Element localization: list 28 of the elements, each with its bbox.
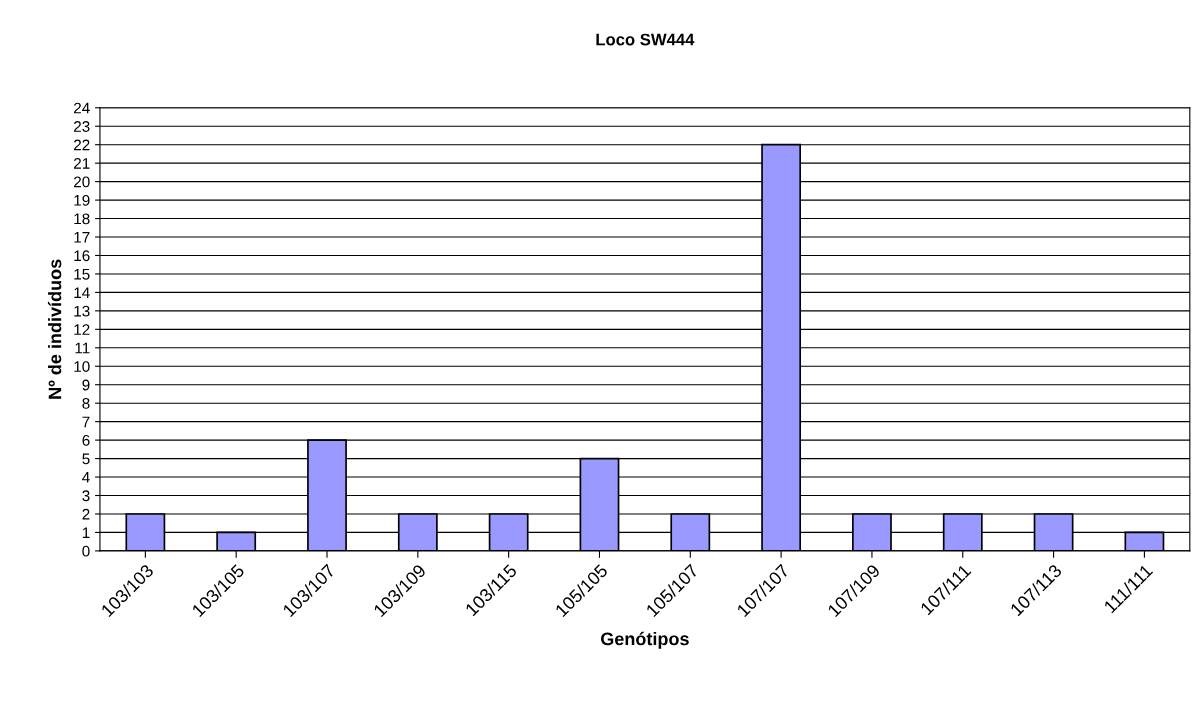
y-tick-label: 23	[74, 121, 90, 132]
y-tick-label: 21	[74, 158, 90, 169]
y-tick-label: 13	[74, 305, 90, 317]
y-tick-label: 6	[82, 434, 90, 446]
y-tick-label: 7	[82, 416, 90, 428]
y-tick-label: 2	[82, 508, 90, 520]
y-tick-label: 18	[74, 213, 90, 225]
y-tick-label: 1	[82, 527, 90, 538]
y-tick-label: 0	[82, 545, 90, 557]
y-tick-label: 9	[82, 379, 90, 391]
y-tick-label: 12	[74, 324, 90, 335]
y-tick-label: 17	[74, 232, 90, 243]
y-tick-label: 5	[82, 453, 90, 465]
y-tick-label: 14	[74, 287, 90, 298]
y-tick-label: 16	[74, 250, 90, 262]
y-axis-title: Nº de indivíduos	[47, 259, 62, 399]
chart-title: Loco SW444	[596, 33, 695, 46]
y-tick-label: 4	[82, 472, 90, 483]
y-tick-label: 22	[74, 139, 90, 151]
y-tick-label: 19	[74, 194, 90, 206]
y-tick-label: 3	[82, 490, 90, 502]
y-tick-label: 10	[74, 361, 90, 372]
y-tick-label: 20	[74, 176, 90, 188]
y-tick-label: 11	[75, 342, 90, 354]
y-tick-label: 8	[82, 398, 90, 409]
y-tick-label: 15	[74, 268, 90, 280]
y-tick-label: 24	[74, 102, 90, 114]
x-axis-title: Genótipos	[600, 631, 689, 649]
